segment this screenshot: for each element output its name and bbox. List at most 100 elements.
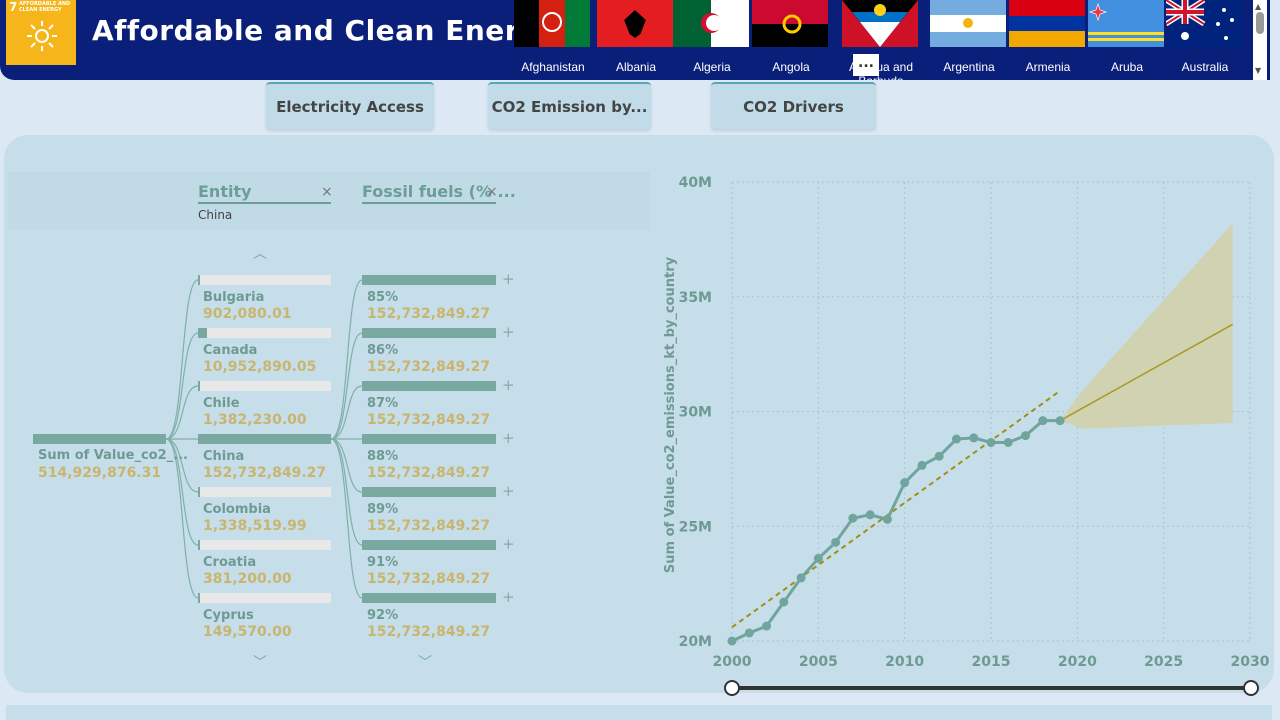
expand-plus-icon[interactable]: + (502, 376, 515, 394)
country-item-albania[interactable]: Albania (597, 0, 673, 80)
root-value: 514,929,876.31 (38, 465, 162, 481)
tab-co2-emission-by[interactable]: CO2 Emission by... (488, 82, 651, 129)
entity-selected-value: China (198, 208, 233, 222)
country-item-algeria[interactable]: Algeria (673, 0, 749, 80)
tab-electricity-access[interactable]: Electricity Access (266, 82, 434, 129)
data-point (1038, 416, 1048, 426)
slider-end-handle[interactable] (1243, 680, 1259, 696)
entity-connector (165, 332, 199, 440)
data-point (900, 478, 910, 488)
entity-label: Colombia (203, 502, 271, 517)
trend-line (731, 390, 1061, 629)
y-tick-label: 25M (679, 519, 712, 535)
country-label: Argentina (943, 60, 995, 74)
country-item-afghanistan[interactable]: Afghanistan (514, 0, 590, 80)
entity-bar-bg[interactable] (198, 593, 331, 603)
entity-bar[interactable] (198, 328, 208, 338)
entity-bar[interactable] (198, 381, 200, 391)
root-label: Sum of Value_co2_... (38, 448, 188, 463)
entity-bar[interactable] (198, 540, 200, 550)
entity-label: Canada (203, 343, 258, 358)
fossil-close-icon[interactable]: × (486, 184, 498, 200)
expand-plus-icon[interactable]: + (502, 535, 515, 553)
entity-scroll-up-icon[interactable]: ︿ (253, 246, 267, 262)
entity-value: 1,382,230.00 (203, 412, 307, 428)
country-item-armenia[interactable]: Armenia (1009, 0, 1085, 80)
entity-column-title: Entity (198, 182, 252, 201)
country-slicer[interactable]: Afghanistan Albania Algeria Angola (514, 0, 1254, 80)
data-point (986, 437, 996, 447)
scroll-down-icon[interactable]: ▼ (1255, 66, 1262, 75)
entity-bar-bg[interactable] (198, 381, 331, 391)
fossil-bar[interactable] (362, 434, 496, 444)
date-range-slider[interactable] (732, 686, 1252, 690)
country-label: Algeria (693, 60, 731, 74)
country-item-antigua[interactable]: Antigua and Barbuda (842, 0, 918, 80)
slicer-scrollbar[interactable]: ▲ ▼ (1253, 0, 1267, 80)
data-point (951, 434, 961, 444)
entity-bar-bg[interactable] (198, 487, 331, 497)
scroll-up-icon[interactable]: ▲ (1255, 2, 1262, 11)
series-line (731, 419, 1061, 643)
expand-plus-icon[interactable]: + (502, 482, 515, 500)
fossil-value: 152,732,849.27 (367, 306, 491, 322)
y-tick-label: 40M (679, 175, 712, 191)
entity-value: 902,080.01 (203, 306, 292, 322)
entity-bar-bg[interactable] (198, 540, 331, 550)
root-bar[interactable] (33, 434, 166, 444)
fossil-value: 152,732,849.27 (367, 518, 491, 534)
entity-close-icon[interactable]: × (321, 184, 333, 200)
aruba-flag-icon (1088, 0, 1164, 47)
australia-flag-icon (1166, 0, 1242, 47)
scroll-thumb[interactable] (1256, 12, 1264, 34)
slider-start-handle[interactable] (724, 680, 740, 696)
country-label: Afghanistan (521, 60, 585, 74)
country-label: Australia (1181, 60, 1229, 74)
entity-bar[interactable] (198, 275, 200, 285)
fossil-bar[interactable] (362, 593, 496, 603)
country-item-angola[interactable]: Angola (752, 0, 828, 80)
fossil-column-underline (362, 202, 496, 204)
fossil-value: 152,732,849.27 (367, 359, 491, 375)
country-item-aruba[interactable]: Aruba (1088, 0, 1164, 80)
fossil-value: 152,732,849.27 (367, 412, 491, 428)
entity-bar-bg[interactable] (198, 328, 331, 338)
entity-bar[interactable] (198, 434, 331, 444)
fossil-column-title: Fossil fuels (% ... (362, 182, 516, 201)
data-point (882, 514, 892, 524)
expand-plus-icon[interactable]: + (502, 588, 515, 606)
fossil-label: 92% (367, 608, 399, 623)
fossil-bar[interactable] (362, 328, 496, 338)
y-axis-label: Sum of Value_co2_emissions_kt_by_country (663, 256, 678, 573)
expand-plus-icon[interactable]: + (502, 270, 515, 288)
country-item-australia[interactable]: Australia (1166, 0, 1242, 80)
data-point (796, 573, 806, 583)
more-options-button[interactable]: ... (853, 54, 879, 76)
expand-plus-icon[interactable]: + (502, 429, 515, 447)
forecast-line (1059, 323, 1234, 422)
data-point (727, 636, 737, 646)
entity-bar[interactable] (198, 593, 200, 603)
fossil-bar[interactable] (362, 540, 496, 550)
tab-co2-drivers[interactable]: CO2 Drivers (711, 82, 876, 129)
afghanistan-flag-icon (514, 0, 590, 47)
fossil-value: 152,732,849.27 (367, 571, 491, 587)
entity-connector (165, 438, 199, 546)
country-item-argentina[interactable]: Argentina (930, 0, 1006, 80)
fossil-bar[interactable] (362, 487, 496, 497)
co2-forecast-chart: 2000 2005 2010 2015 2020 2025 2030 20M 25M 30M 35… (663, 175, 1270, 670)
entity-label: Bulgaria (203, 290, 265, 305)
fossil-value: 152,732,849.27 (367, 624, 491, 640)
entity-bar[interactable] (198, 487, 200, 497)
algeria-flag-icon (673, 0, 749, 47)
entity-label: China (203, 449, 245, 464)
entity-label: Chile (203, 396, 240, 411)
entity-bar-bg[interactable] (198, 275, 331, 285)
data-point (813, 553, 823, 563)
entity-scroll-down-icon[interactable]: ﹀ (253, 655, 267, 671)
fossil-bar[interactable] (362, 275, 496, 285)
y-tick-label: 20M (679, 634, 712, 650)
fossil-bar[interactable] (362, 381, 496, 391)
expand-plus-icon[interactable]: + (502, 323, 515, 341)
fossil-scroll-down-icon[interactable]: ﹀ (418, 655, 432, 671)
